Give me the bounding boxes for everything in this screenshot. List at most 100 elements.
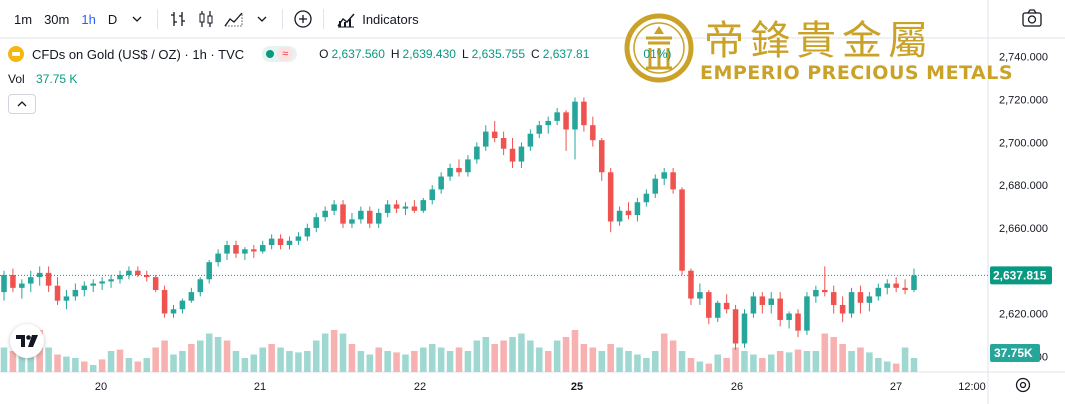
chart-type-chevron-icon[interactable] bbox=[248, 5, 276, 33]
chart-settings-gear-icon[interactable] bbox=[1014, 376, 1032, 394]
candle-body bbox=[527, 133, 534, 147]
volume-bar bbox=[188, 344, 195, 372]
volume-bar bbox=[0, 347, 8, 372]
price-axis[interactable]: 2,740.000 2,720.000 2,700.000 2,680.000 2,66… bbox=[999, 52, 1048, 364]
volume-bar bbox=[45, 347, 52, 372]
interval-dropdown-chevron-icon[interactable] bbox=[123, 5, 151, 33]
candle-body bbox=[625, 210, 632, 216]
indicators-button[interactable]: Indicators bbox=[330, 10, 424, 28]
volume-bar bbox=[277, 347, 284, 372]
candle-body bbox=[259, 245, 266, 252]
timeframe-1m[interactable]: 1m bbox=[14, 11, 33, 27]
timeframe-30m[interactable]: 30m bbox=[44, 11, 70, 27]
candles-chart-type-icon[interactable] bbox=[192, 5, 220, 33]
close-value: 2,637.81 bbox=[542, 47, 590, 61]
last-price-label: 2,637.815 bbox=[993, 268, 1047, 282]
candle-body bbox=[375, 212, 382, 224]
candle-body bbox=[438, 176, 444, 190]
candle-body bbox=[161, 289, 168, 314]
close-key: C bbox=[531, 47, 540, 61]
price-tick-label: 2,700.000 bbox=[999, 137, 1048, 149]
time-axis[interactable]: 20 21 22 25 26 27 12:00 bbox=[95, 381, 986, 393]
indicators-label: Indicators bbox=[362, 11, 419, 27]
market-status-pill[interactable]: ≈ bbox=[262, 46, 298, 62]
volume-bar bbox=[402, 354, 409, 372]
market-open-dot-icon bbox=[266, 50, 275, 58]
volume-bar bbox=[339, 333, 347, 372]
candle-body bbox=[813, 289, 819, 297]
candle-body bbox=[349, 219, 355, 224]
compare-plus-icon[interactable] bbox=[289, 5, 317, 33]
high-value: 2,639.430 bbox=[402, 47, 456, 61]
candle-body bbox=[804, 296, 810, 331]
volume-bar bbox=[527, 340, 534, 372]
volume-bar bbox=[678, 351, 686, 372]
timeframe-1h[interactable]: 1h bbox=[81, 11, 96, 27]
volume-bar bbox=[723, 358, 730, 372]
candle-body bbox=[179, 300, 186, 310]
tradingview-logo-icon[interactable] bbox=[10, 324, 44, 358]
price-tick-label: 2,660.000 bbox=[999, 223, 1048, 235]
volume-bar bbox=[375, 347, 382, 372]
symbol-name[interactable]: CFDs on Gold (US$ / OZ) · 1h · TVC bbox=[32, 46, 245, 62]
collapse-legend-button[interactable] bbox=[8, 94, 36, 114]
volume-bar bbox=[357, 351, 365, 372]
candle-body bbox=[545, 120, 551, 126]
volume-bar bbox=[759, 358, 766, 372]
volume-bar bbox=[170, 354, 177, 372]
volume-bar bbox=[589, 347, 597, 372]
bar-chart-type-icon[interactable] bbox=[164, 5, 192, 33]
volume-bar bbox=[875, 358, 882, 372]
candle-body bbox=[63, 296, 70, 301]
camera-snapshot-icon[interactable] bbox=[1021, 8, 1043, 30]
candle-body bbox=[143, 274, 150, 278]
volume-bar bbox=[625, 351, 632, 372]
volume-bar bbox=[473, 340, 481, 372]
candle-body bbox=[197, 279, 204, 293]
volume-bar bbox=[821, 333, 829, 372]
volume-bar bbox=[669, 340, 677, 372]
top-toolbar: 1m 30m 1h D Indicators bbox=[0, 0, 1065, 38]
volume-bar bbox=[491, 344, 498, 372]
candle-body bbox=[90, 283, 96, 286]
volume-bar bbox=[125, 358, 133, 372]
candle-body bbox=[456, 167, 462, 173]
volume-bar bbox=[304, 351, 311, 372]
volume-bar bbox=[348, 344, 356, 372]
candle-body bbox=[420, 200, 427, 211]
candle-body bbox=[474, 146, 480, 160]
volume-legend-label: Vol bbox=[8, 72, 25, 86]
candle-body bbox=[634, 202, 641, 216]
time-tick-label: 26 bbox=[731, 381, 743, 393]
volume-bar bbox=[741, 351, 748, 372]
candle-body bbox=[750, 296, 757, 314]
volume-bar bbox=[750, 354, 757, 372]
volume-bar bbox=[652, 351, 659, 372]
timeframe-d[interactable]: D bbox=[107, 11, 118, 27]
volume-bar bbox=[866, 352, 873, 372]
candle-body bbox=[777, 298, 783, 320]
volume-bar bbox=[63, 356, 70, 372]
volume-bar bbox=[901, 347, 909, 372]
volume-bar bbox=[785, 352, 793, 372]
volume-bar bbox=[446, 351, 454, 372]
volume-bar bbox=[803, 351, 811, 372]
volume-bar bbox=[857, 347, 864, 372]
candle-body bbox=[518, 146, 525, 162]
candle-body bbox=[81, 285, 88, 290]
candle-body bbox=[786, 313, 792, 320]
volume-bar bbox=[241, 358, 249, 372]
candle-body bbox=[893, 283, 899, 288]
volume-bar bbox=[268, 344, 275, 372]
volume-bar bbox=[634, 354, 641, 372]
candle-body bbox=[188, 292, 195, 301]
candle-body bbox=[884, 283, 891, 288]
volume-bar bbox=[366, 354, 374, 372]
volume-bar bbox=[643, 358, 650, 372]
candle-body bbox=[242, 249, 248, 254]
candle-body bbox=[447, 167, 453, 177]
volume-bar bbox=[562, 337, 570, 372]
area-chart-type-icon[interactable] bbox=[220, 5, 248, 33]
candle-body bbox=[99, 281, 105, 284]
